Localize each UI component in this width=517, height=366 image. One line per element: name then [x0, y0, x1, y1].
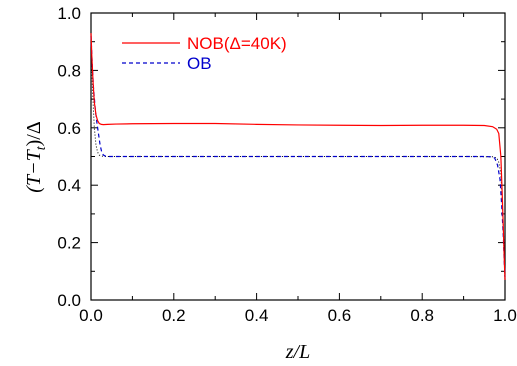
- y-tick-label: 1.0: [57, 4, 81, 23]
- y-tick-label: 0.4: [57, 176, 81, 195]
- series-line-reference: [90, 41, 506, 280]
- legend-label-ob: OB: [187, 54, 212, 73]
- tick-labels: 0.0 0.2 0.4 0.6 0.8 1.0 0.0 0.2 0.4 0.6 0.8 1.0: [57, 4, 516, 325]
- x-tick-label: 0.8: [410, 306, 434, 325]
- y-tick-label: 0.6: [57, 119, 81, 138]
- x-tick-label: 0.6: [328, 306, 352, 325]
- y-tick-label: 0.8: [57, 61, 81, 80]
- legend-label-nob: NOB(Δ=40K): [187, 34, 287, 53]
- series-line-nob-40k-: [90, 33, 506, 280]
- x-tick-label: 1.0: [493, 306, 517, 325]
- y-tick-label: 0.0: [57, 291, 81, 310]
- y-axis-label: (T−Tt)/Δ: [23, 121, 49, 193]
- x-tick-label: 0.4: [245, 306, 269, 325]
- x-tick-label: 0.2: [162, 306, 186, 325]
- y-tick-label: 0.2: [57, 234, 81, 253]
- x-axis-label: z/L: [285, 341, 310, 363]
- legend: NOB(Δ=40K) OB: [122, 34, 287, 73]
- x-tick-label: 0.0: [79, 306, 103, 325]
- series-line-ob: [90, 35, 506, 278]
- series-layer: [90, 33, 506, 280]
